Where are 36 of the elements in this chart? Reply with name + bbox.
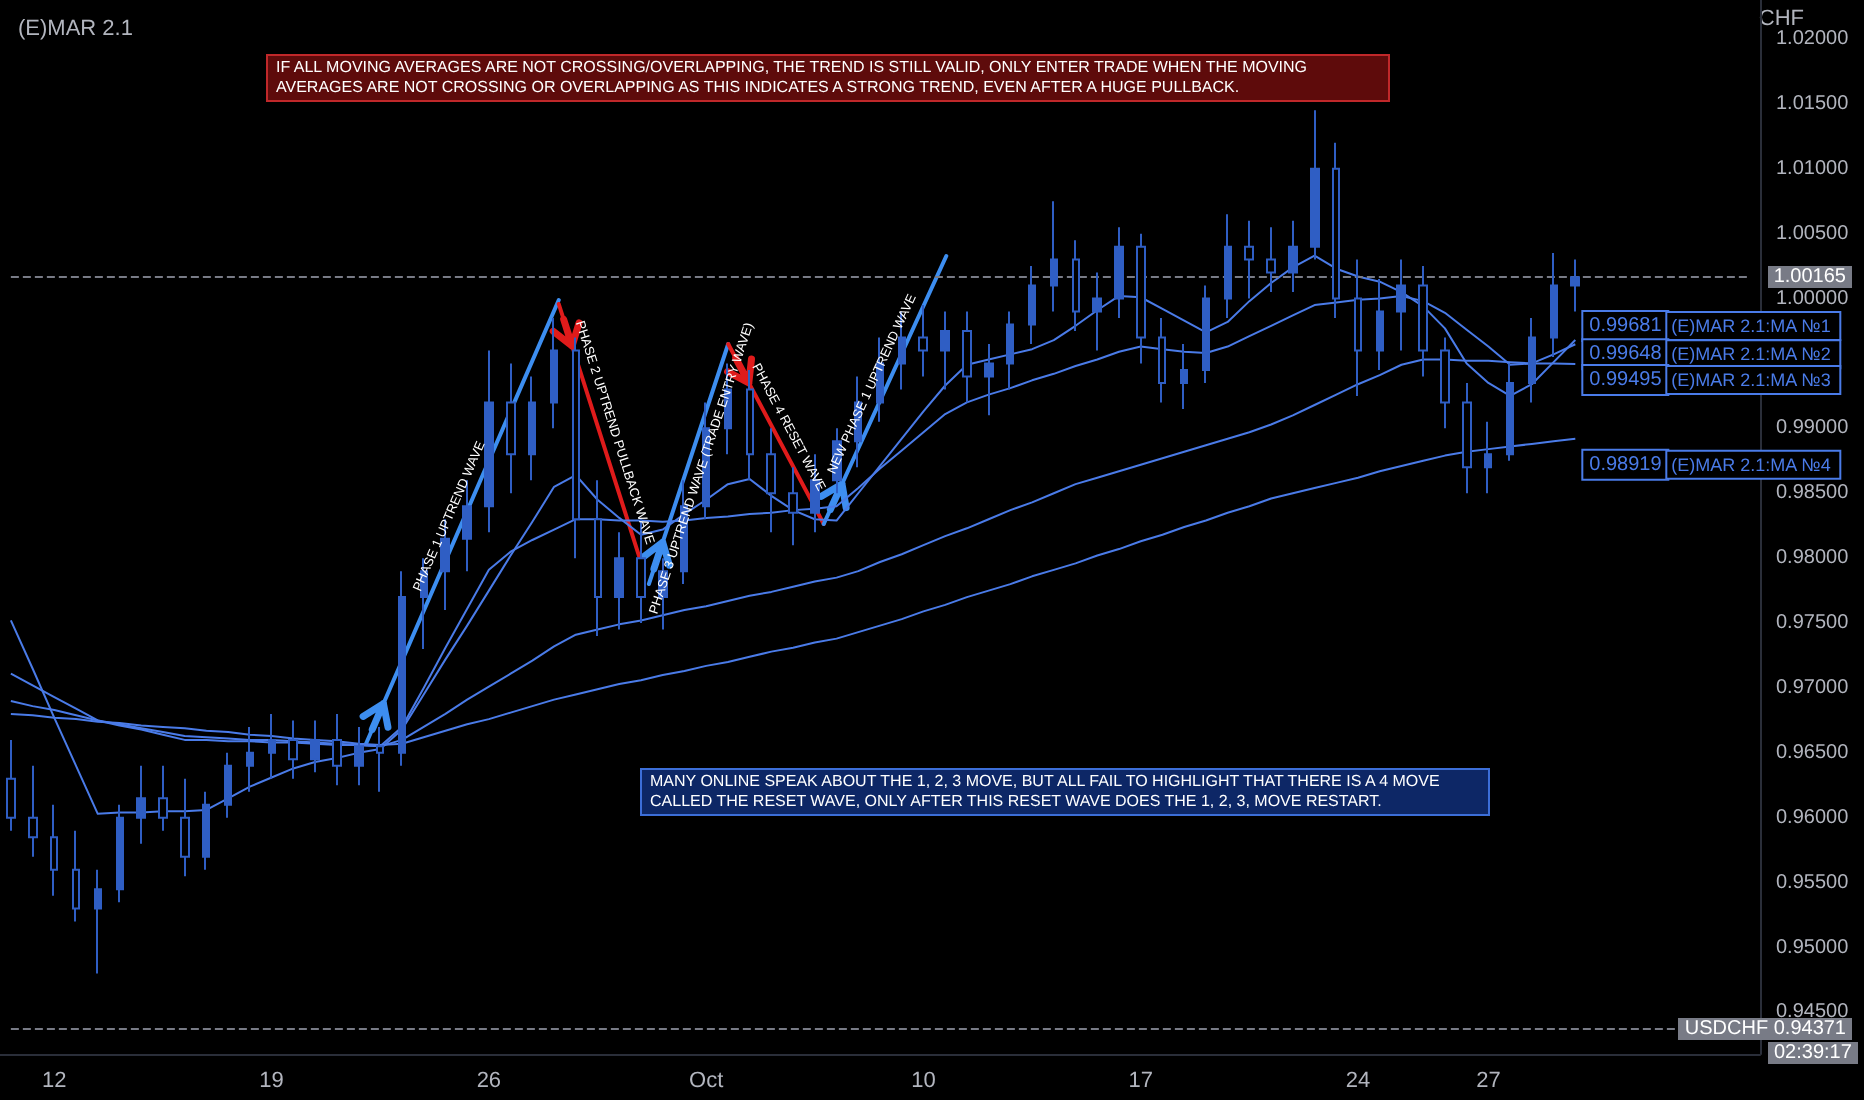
text-box: IF ALL MOVING AVERAGES ARE NOT CROSSING/OVERLAPPING, THE TREND IS STILL VALID, ONLY ENTER TRADE WHEN THE MOVING AVERAGES ARE NOT CROSSING OR OVERLAPPING AS THIS INDICATES A STRONG TREND, EVEN AFTER A HUGE PULLBACK. xyxy=(266,54,1390,102)
y-tick-label: 1.01000 xyxy=(1776,157,1850,180)
y-tick-label: 0.95500 xyxy=(1776,871,1850,894)
data-label: 0.98919 xyxy=(1589,453,1663,476)
legend-label: (E)MAR 2.1:MA №3 xyxy=(1671,370,1831,391)
y-tick-label: 0.95000 xyxy=(1776,936,1850,959)
legend-label: (E)MAR 2.1:MA №1 xyxy=(1671,315,1831,336)
x-tick-label: 12 xyxy=(42,1069,67,1093)
y-tick-label: 1.00500 xyxy=(1776,222,1850,245)
ref-line-label: 1.00165 xyxy=(1767,265,1852,288)
x-tick-label: 19 xyxy=(259,1069,284,1093)
y-tick-label: 0.96500 xyxy=(1776,741,1850,764)
y-tick-label: 0.98500 xyxy=(1776,482,1850,505)
y-tick-label: 0.99000 xyxy=(1776,417,1850,440)
text: 02:39:17 xyxy=(1768,1041,1858,1064)
y-tick-label: 0.97500 xyxy=(1776,612,1850,635)
data-label: 0.99648 xyxy=(1589,343,1663,366)
y-tick-label: 0.98000 xyxy=(1776,547,1850,570)
data-label: 0.99495 xyxy=(1589,369,1663,392)
y-tick-label: 0.96000 xyxy=(1776,806,1850,829)
x-tick-label: 24 xyxy=(1345,1069,1371,1093)
text: (E)MAR 2.1 xyxy=(18,17,133,41)
x-tick-label: Oct xyxy=(689,1069,724,1093)
x-tick-label: 10 xyxy=(911,1069,936,1093)
y-tick-label: 0.97000 xyxy=(1776,676,1850,699)
ref-line-label: USDCHF 0.94371 xyxy=(1678,1017,1852,1040)
y-tick-label: 1.01500 xyxy=(1776,92,1850,115)
legend-label: (E)MAR 2.1:MA №2 xyxy=(1671,344,1831,365)
legend-label: (E)MAR 2.1:MA №4 xyxy=(1671,454,1831,475)
text-box: MANY ONLINE SPEAK ABOUT THE 1, 2, 3 MOVE, BUT ALL FAIL TO HIGHLIGHT THAT THERE IS A 4 MOVE CALLED THE RESET WAVE, ONLY AFTER THIS RESET WAVE DOES THE 1, 2, 3, MOVE RESTART. xyxy=(640,768,1490,816)
data-label: 0.99681 xyxy=(1589,314,1663,337)
x-tick-label: 26 xyxy=(476,1069,502,1093)
y-tick-label: 1.02000 xyxy=(1776,27,1850,50)
y-tick-label: 1.00000 xyxy=(1776,287,1850,310)
x-tick-label: 27 xyxy=(1476,1069,1501,1093)
x-tick-label: 17 xyxy=(1128,1069,1153,1093)
